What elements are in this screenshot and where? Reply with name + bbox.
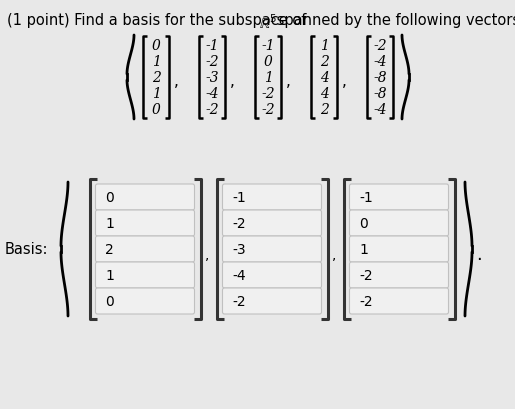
Text: 1: 1 (320, 39, 329, 53)
Text: -2: -2 (205, 55, 219, 69)
Text: Basis:: Basis: (5, 242, 48, 257)
Text: ,: , (174, 74, 178, 89)
Text: 2: 2 (320, 55, 329, 69)
Text: 1: 1 (151, 55, 161, 69)
Text: -8: -8 (373, 71, 387, 85)
FancyBboxPatch shape (350, 262, 449, 288)
Text: -3: -3 (205, 71, 219, 85)
Text: spanned by the following vectors.: spanned by the following vectors. (271, 13, 515, 28)
FancyBboxPatch shape (222, 184, 321, 211)
Text: -2: -2 (261, 87, 275, 101)
Text: 1: 1 (264, 71, 272, 85)
FancyBboxPatch shape (95, 184, 195, 211)
Text: ,: , (230, 74, 234, 89)
Text: 0: 0 (151, 39, 161, 53)
Text: -2: -2 (205, 103, 219, 117)
Text: -8: -8 (373, 87, 387, 101)
Text: -4: -4 (232, 268, 246, 282)
Text: -1: -1 (205, 39, 219, 53)
FancyBboxPatch shape (222, 211, 321, 236)
Text: 0: 0 (151, 103, 161, 117)
Text: 1: 1 (106, 216, 114, 230)
Text: -2: -2 (232, 216, 246, 230)
Text: 0: 0 (106, 191, 114, 204)
FancyBboxPatch shape (95, 288, 195, 314)
Text: ,: , (341, 74, 347, 89)
Text: 0: 0 (264, 55, 272, 69)
Text: 2: 2 (320, 103, 329, 117)
FancyBboxPatch shape (350, 236, 449, 262)
Text: -1: -1 (261, 39, 275, 53)
Text: 1: 1 (359, 243, 368, 256)
Text: -3: -3 (232, 243, 246, 256)
Text: (1 point) Find a basis for the subspace of: (1 point) Find a basis for the subspace … (7, 13, 311, 28)
Text: 2: 2 (151, 71, 161, 85)
FancyBboxPatch shape (222, 262, 321, 288)
Text: 1: 1 (106, 268, 114, 282)
Text: $\mathbb{R}^5$: $\mathbb{R}^5$ (259, 13, 277, 31)
Text: -4: -4 (205, 87, 219, 101)
Text: -2: -2 (232, 294, 246, 308)
FancyBboxPatch shape (95, 262, 195, 288)
FancyBboxPatch shape (95, 211, 195, 236)
Text: -4: -4 (373, 55, 387, 69)
Text: -1: -1 (232, 191, 246, 204)
Text: ,: , (285, 74, 290, 89)
Text: 4: 4 (320, 71, 329, 85)
Text: 1: 1 (151, 87, 161, 101)
Text: -1: -1 (359, 191, 373, 204)
FancyBboxPatch shape (222, 288, 321, 314)
FancyBboxPatch shape (350, 184, 449, 211)
Text: ,: , (205, 247, 210, 261)
Text: -2: -2 (373, 39, 387, 53)
Text: 2: 2 (106, 243, 114, 256)
Text: -2: -2 (359, 268, 373, 282)
FancyBboxPatch shape (222, 236, 321, 262)
Text: ,: , (332, 247, 337, 261)
Text: 0: 0 (359, 216, 368, 230)
Text: -4: -4 (373, 103, 387, 117)
Text: .: . (476, 245, 482, 263)
FancyBboxPatch shape (350, 211, 449, 236)
Text: 0: 0 (106, 294, 114, 308)
Text: 4: 4 (320, 87, 329, 101)
Text: -2: -2 (261, 103, 275, 117)
FancyBboxPatch shape (350, 288, 449, 314)
FancyBboxPatch shape (95, 236, 195, 262)
Text: -2: -2 (359, 294, 373, 308)
